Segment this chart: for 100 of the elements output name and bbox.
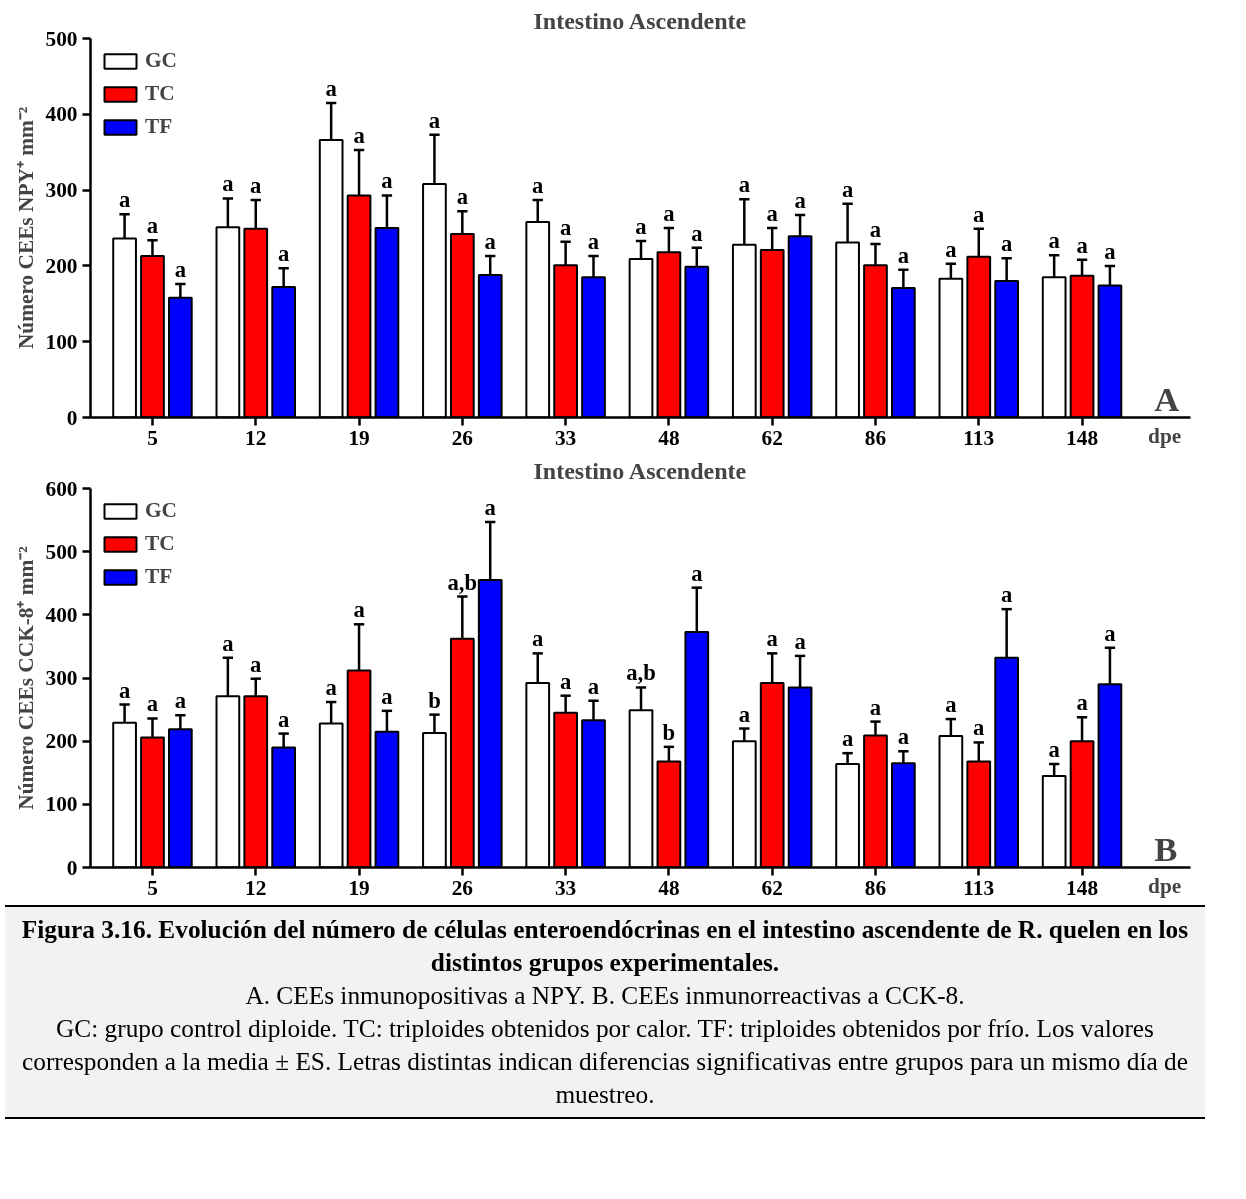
x-axis-title: dpe bbox=[1148, 873, 1182, 898]
data-label: a bbox=[691, 220, 703, 246]
legend-label: TF bbox=[145, 114, 173, 139]
x-tick-label: 113 bbox=[963, 425, 995, 450]
annotation: B bbox=[1154, 829, 1178, 868]
data-label: a bbox=[250, 651, 262, 677]
x-tick-label: 12 bbox=[245, 875, 267, 900]
data-label: a bbox=[1000, 582, 1013, 608]
x-tick-label: 26 bbox=[451, 875, 474, 900]
data-label: a bbox=[1048, 736, 1060, 762]
data-label: a bbox=[146, 213, 159, 239]
data-label: a bbox=[381, 683, 393, 709]
data-label: a bbox=[841, 176, 854, 202]
data-label: a bbox=[587, 673, 600, 699]
y-tick-label: 100 bbox=[45, 329, 78, 354]
y-tick-label: 500 bbox=[45, 26, 78, 51]
data-label: a bbox=[1000, 231, 1013, 257]
x-tick-label: 48 bbox=[658, 875, 680, 900]
data-label: a bbox=[794, 188, 806, 214]
x-tick-label: 33 bbox=[554, 875, 577, 900]
legend-label: TC bbox=[145, 531, 175, 556]
y-tick-label: 0 bbox=[66, 855, 78, 880]
data-label: a bbox=[222, 630, 234, 656]
data-label: a bbox=[1104, 620, 1116, 646]
x-tick-label: 33 bbox=[554, 425, 577, 450]
text: Figura 3.16. Evolución del número de células enteroendócrinas en el intestino ascendente de R. quelen en los distintos grupos experimentales. bbox=[20, 914, 1190, 978]
data-label: b bbox=[428, 687, 441, 713]
data-label: a bbox=[456, 184, 468, 210]
x-tick-label: 148 bbox=[1066, 425, 1099, 450]
x-tick-label: 19 bbox=[348, 875, 370, 900]
data-label: a bbox=[250, 172, 262, 198]
data-label: a bbox=[897, 242, 910, 268]
data-label: a bbox=[945, 692, 957, 718]
legend-label: GC bbox=[145, 498, 177, 523]
data-label: a bbox=[1048, 228, 1060, 254]
data-label: a bbox=[118, 187, 131, 213]
data-label: a bbox=[841, 726, 854, 752]
x-tick-label: 148 bbox=[1066, 875, 1099, 900]
x-tick-label: 113 bbox=[963, 875, 995, 900]
data-label: a bbox=[353, 122, 365, 148]
data-label: a bbox=[277, 706, 290, 732]
legend-label: TF bbox=[145, 564, 173, 589]
data-label: a bbox=[381, 168, 393, 194]
data-label: a bbox=[945, 236, 957, 262]
y-tick-label: 600 bbox=[45, 476, 78, 501]
data-label: a bbox=[174, 257, 187, 283]
x-tick-label: 62 bbox=[761, 875, 783, 900]
chart-title: Intestino Ascendente bbox=[533, 7, 747, 34]
data-label: a bbox=[484, 494, 496, 520]
data-label: a,b bbox=[447, 569, 478, 595]
data-label: a bbox=[1076, 232, 1088, 258]
x-tick-label: 19 bbox=[348, 425, 370, 450]
data-label: a bbox=[532, 626, 544, 652]
y-tick-label: 200 bbox=[45, 253, 78, 278]
data-label: a bbox=[1076, 690, 1088, 716]
data-label: a bbox=[587, 229, 600, 255]
data-label: a bbox=[869, 216, 882, 242]
data-label: a bbox=[118, 677, 131, 703]
x-tick-label: 26 bbox=[451, 425, 474, 450]
data-label: a bbox=[532, 172, 544, 198]
data-label: a bbox=[174, 688, 187, 714]
data-label: a bbox=[484, 229, 496, 255]
data-label: a bbox=[222, 171, 234, 197]
y-tick-label: 300 bbox=[45, 178, 78, 203]
x-tick-label: 5 bbox=[147, 425, 158, 450]
data-label: a bbox=[973, 201, 985, 227]
x-tick-label: 12 bbox=[245, 425, 267, 450]
text: GC: grupo control diploide. TC: triploides obtenidos por calor. TF: triploides obtenidos por frío. Los valores corresponden a la media ± ES. Letras distintas indican diferencias significativas entre grupos para un mismo día de muestreo. bbox=[21, 1012, 1189, 1110]
data-label: a bbox=[325, 75, 337, 101]
data-label: a bbox=[766, 201, 778, 226]
y-axis-title: Número CEEs CCK-8⁺ mm⁻² bbox=[13, 546, 38, 810]
data-label: a bbox=[559, 214, 572, 240]
data-label: a bbox=[428, 107, 441, 133]
y-tick-label: 0 bbox=[66, 405, 78, 430]
y-tick-label: 300 bbox=[45, 666, 78, 690]
chart-title: Intestino Ascendente bbox=[533, 457, 747, 484]
data-label: a bbox=[559, 668, 572, 694]
data-label: a,b bbox=[626, 660, 656, 686]
data-label: a bbox=[277, 241, 290, 267]
x-tick-label: 48 bbox=[658, 425, 680, 450]
x-axis-title: dpe bbox=[1148, 423, 1182, 448]
data-label: a bbox=[691, 560, 703, 586]
x-tick-label: 86 bbox=[864, 875, 887, 900]
legend-label: TC bbox=[145, 81, 175, 106]
data-label: b bbox=[662, 719, 676, 745]
y-tick-label: 500 bbox=[45, 539, 78, 564]
y-axis-title: Número CEEs NPY⁺ mm⁻² bbox=[13, 106, 38, 350]
y-tick-label: 100 bbox=[45, 792, 78, 817]
x-tick-label: 5 bbox=[147, 875, 158, 900]
data-label: a bbox=[146, 691, 159, 717]
annotation: A bbox=[1154, 379, 1180, 418]
data-label: a bbox=[794, 628, 806, 654]
data-label: a bbox=[353, 597, 365, 623]
data-label: a bbox=[738, 172, 750, 198]
x-tick-label: 62 bbox=[761, 425, 783, 450]
y-tick-label: 200 bbox=[45, 729, 78, 754]
data-label: a bbox=[635, 213, 647, 239]
legend-label: GC bbox=[145, 48, 177, 73]
y-tick-label: 400 bbox=[45, 102, 78, 127]
data-label: a bbox=[738, 701, 750, 727]
